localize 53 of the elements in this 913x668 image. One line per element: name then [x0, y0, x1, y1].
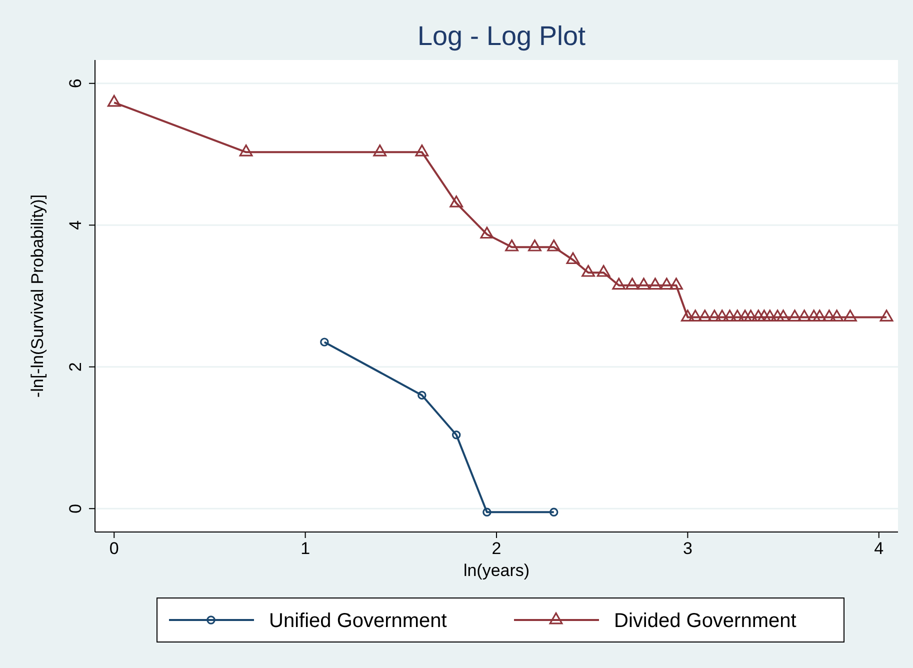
point — [415, 144, 429, 156]
point — [582, 265, 595, 277]
point — [822, 310, 836, 322]
point — [723, 310, 736, 322]
y-tick-label: 2 — [66, 362, 85, 372]
x-tick-label: 1 — [300, 539, 310, 558]
chart-title: Log - Log Plot — [417, 21, 586, 51]
point — [480, 226, 494, 239]
x-axis-title: ln(years) — [463, 561, 530, 580]
point — [660, 278, 674, 290]
point — [698, 310, 712, 322]
point — [637, 278, 650, 290]
point — [844, 310, 857, 322]
point — [798, 310, 812, 322]
point — [670, 278, 683, 290]
x-tick-label: 3 — [682, 539, 692, 558]
point — [730, 310, 744, 322]
point — [770, 310, 784, 322]
point — [752, 310, 766, 322]
point — [744, 310, 758, 322]
point — [505, 240, 518, 252]
x-tick-label: 4 — [874, 539, 884, 558]
point — [547, 240, 561, 252]
point — [688, 310, 702, 322]
y-tick-label: 6 — [66, 78, 85, 88]
point — [807, 310, 821, 322]
point — [612, 278, 626, 290]
point — [715, 310, 729, 322]
point — [776, 310, 790, 322]
point — [107, 94, 121, 107]
point — [681, 310, 694, 322]
point — [239, 144, 253, 156]
y-tick-label: 0 — [66, 504, 85, 514]
point — [788, 310, 802, 322]
point — [812, 310, 826, 322]
point — [738, 310, 752, 322]
y-axis-title: -ln[-ln(Survival Probability)] — [28, 194, 47, 398]
legend-label: Unified Government — [269, 610, 448, 632]
point — [708, 310, 722, 322]
point — [566, 252, 580, 264]
point — [763, 310, 777, 322]
x-tick-label: 2 — [492, 539, 502, 558]
legend-label: Divided Government — [614, 610, 797, 632]
y-tick-label: 4 — [66, 220, 85, 230]
point — [596, 265, 610, 277]
point — [528, 240, 542, 252]
point — [830, 310, 844, 322]
point — [648, 278, 662, 290]
x-tick-label: 0 — [109, 539, 119, 558]
point — [373, 144, 387, 156]
point — [450, 196, 464, 208]
point — [880, 310, 894, 322]
point — [626, 278, 639, 290]
